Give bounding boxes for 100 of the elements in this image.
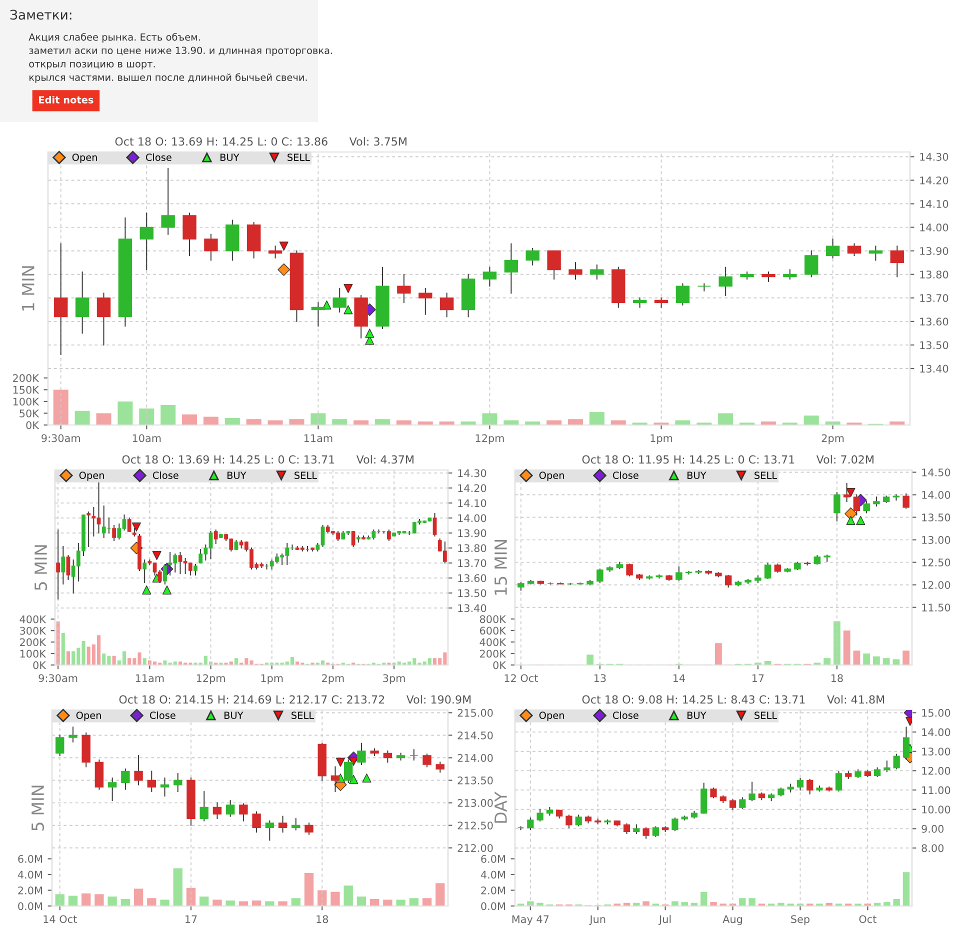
y-tick-label: 13.70 (458, 559, 486, 568)
y2-tick-label: 400K (480, 638, 506, 646)
y-tick-label: 214.00 (458, 754, 493, 762)
y2-axis-title: 5 MIN (34, 545, 48, 590)
legend-label: SELL (294, 472, 318, 479)
y2-tick-label: 6.0M (18, 854, 42, 863)
x-tick-label: 18 (316, 915, 328, 924)
x-tick-label: 2pm (322, 674, 344, 684)
y-tick-label: 12.00 (922, 581, 950, 589)
y-tick-label: 12.50 (922, 558, 950, 566)
x-tick-label: 17 (186, 915, 197, 923)
chart-subtitle: Oct 18 O: 13.69 H: 14.25 L: 0 C: 13.86 Vol: 3.75M (115, 137, 406, 146)
y2-tick-label: 150K (13, 386, 40, 394)
x-tick-label: 11am (304, 434, 332, 442)
y-tick-label: 9.00 (922, 824, 944, 833)
legend-label: Open (539, 712, 564, 721)
x-tick-label: 3pm (383, 674, 405, 684)
text: Заметки: (10, 10, 72, 20)
y2-tick-label: 600K (480, 626, 506, 635)
legend-label: Open (79, 472, 104, 481)
y-tick-label: 14.20 (458, 484, 486, 492)
y-tick-label: 14.00 (922, 490, 950, 499)
y2-tick-label: 0.0M (481, 902, 505, 910)
text: заметил аски по цене ниже 13.90. и длинная проторговка. (29, 46, 332, 56)
y-tick-label: 15.00 (922, 708, 950, 717)
y-tick-label: 13.50 (458, 589, 486, 598)
y2-tick-label: 800K (480, 615, 506, 624)
y2-axis-title: 1 MIN (22, 266, 34, 311)
y2-tick-label: 200K (20, 638, 46, 646)
y-tick-label: 212.00 (458, 844, 493, 852)
y-tick-label: 13.50 (920, 341, 948, 350)
y-tick-label: 14.50 (922, 468, 950, 476)
x-tick-label: Jul (658, 915, 671, 926)
y2-tick-label: 2.0M (18, 886, 42, 894)
x-tick-label: Sep (791, 915, 810, 926)
x-tick-label: Oct (859, 915, 876, 924)
x-tick-label: 18 (831, 674, 843, 682)
y2-tick-label: 2.0M (481, 886, 505, 894)
legend-label: Close (152, 471, 178, 479)
x-tick-label: 14 (673, 674, 685, 682)
legend-label: Close (146, 153, 172, 161)
legend-label: Open (76, 712, 101, 721)
x-tick-label: 2pm (822, 434, 844, 444)
y-tick-label: 10.00 (922, 806, 950, 814)
y-tick-label: 12.00 (922, 766, 950, 775)
legend-label: Close (150, 711, 176, 719)
y-tick-label: 8.00 (922, 844, 944, 852)
y-tick-label: 14.10 (458, 499, 486, 508)
y2-tick-label: 4.0M (18, 870, 42, 879)
y-tick-label: 14.30 (920, 152, 948, 161)
chart-subtitle: Oct 18 O: 13.69 H: 14.25 L: 0 C: 13.71 Vol: 4.37M (122, 455, 414, 464)
x-tick-label: 17 (752, 674, 764, 682)
y-tick-label: 13.40 (920, 364, 948, 373)
chart-subtitle: Oct 18 O: 11.95 H: 14.25 L: 0 C: 13.71 Vol: 7.02M (582, 455, 874, 464)
y-tick-label: 11.00 (922, 786, 950, 794)
y-tick-label: 13.50 (922, 514, 950, 522)
y-tick-label: 212.50 (458, 822, 493, 830)
legend-label: Close (612, 711, 638, 719)
y2-axis-title: 15 MIN (494, 540, 508, 595)
y2-tick-label: 100K (13, 398, 40, 406)
legend-label: Open (539, 472, 564, 481)
y2-tick-label: 0K (33, 661, 46, 670)
y2-axis-title: DAY (494, 792, 507, 823)
x-tick-label: 12pm (196, 674, 225, 684)
y2-tick-label: 200K (480, 650, 506, 658)
y-tick-label: 215.00 (458, 708, 493, 717)
y2-tick-label: 400K (20, 615, 46, 624)
x-tick-label: 12pm (476, 434, 504, 444)
y-tick-label: 13.00 (922, 536, 950, 544)
x-tick-label: 1pm (650, 434, 672, 444)
legend-label: SELL (754, 712, 778, 719)
y2-tick-label: 4.0M (480, 870, 505, 879)
y-tick-label: 213.50 (458, 776, 493, 784)
y2-tick-label: 300K (20, 626, 46, 635)
y-tick-label: 213.00 (458, 799, 493, 807)
x-tick-label: 12 Oct (504, 674, 538, 682)
x-tick-label: 10am (132, 434, 161, 442)
y2-tick-label: 200K (13, 374, 40, 382)
x-tick-label: 11am (136, 674, 164, 682)
y-tick-label: 13.60 (920, 318, 948, 326)
legend-label: SELL (288, 154, 310, 161)
chart-subtitle: Oct 18 O: 9.08 H: 14.25 L: 8.43 C: 13.71 Vol: 41.8M (582, 695, 884, 704)
x-tick-label: Jun (589, 915, 606, 926)
legend-label: SELL (292, 712, 314, 719)
y-tick-label: 214.50 (458, 731, 493, 740)
x-tick-label: 9:30am (38, 674, 78, 682)
legend-label: Close (612, 471, 638, 479)
y-tick-label: 14.20 (920, 176, 948, 184)
x-tick-label: 13 (594, 674, 606, 682)
y-tick-label: 13.80 (920, 270, 948, 278)
legend-label: BUY (220, 154, 240, 161)
chart-subtitle: Oct 18 O: 214.15 H: 214.69 L: 212.17 C: 213.72 Vol: 190.9M (119, 695, 471, 704)
y-tick-label: 13.90 (458, 529, 486, 538)
y2-tick-label: 50K (20, 409, 40, 418)
legend-label: BUY (688, 472, 706, 479)
x-tick-label: 14 Oct (44, 915, 77, 924)
y-tick-label: 13.00 (922, 748, 950, 756)
y2-tick-label: 0.0M (18, 902, 42, 910)
x-tick-label: Aug (722, 915, 742, 926)
legend-label: SELL (754, 472, 778, 479)
